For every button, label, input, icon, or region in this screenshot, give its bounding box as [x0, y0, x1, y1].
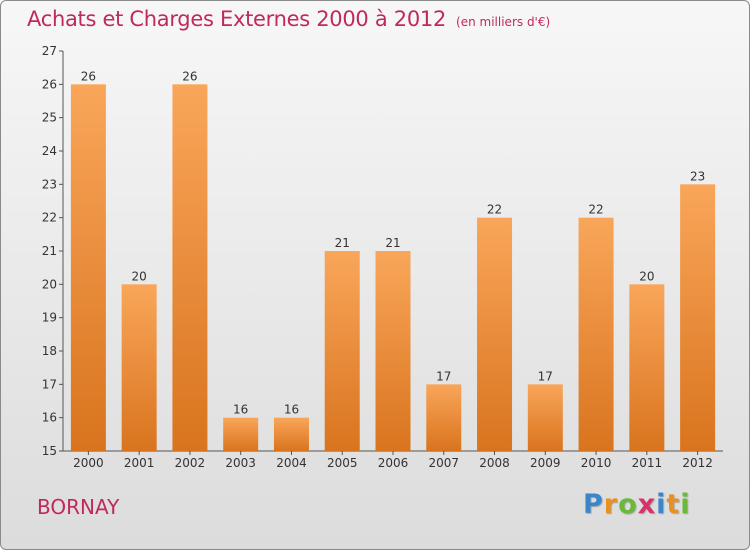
logo-letter: i	[656, 489, 667, 520]
data-label-2007: 17	[436, 369, 451, 383]
commune-name: BORNAY	[37, 495, 120, 519]
bar-2010	[578, 217, 614, 451]
y-tick-label: 15	[42, 444, 57, 458]
bar-2009	[527, 384, 563, 451]
logo-letter: x	[637, 489, 657, 520]
data-label-2004: 16	[284, 403, 299, 417]
logo-letter: o	[618, 489, 638, 520]
data-label-2000: 26	[81, 69, 96, 83]
data-label-2008: 22	[487, 203, 502, 217]
chart-title-text: Achats et Charges Externes 2000 à 2012	[27, 7, 447, 31]
bar-2007	[426, 384, 462, 451]
y-tick-label: 19	[42, 311, 57, 325]
x-tick-label: 2008	[479, 456, 510, 470]
y-tick-label: 18	[42, 344, 57, 358]
bar-2006	[375, 251, 411, 451]
data-label-2005: 21	[335, 236, 350, 250]
data-label-2006: 21	[385, 236, 400, 250]
x-tick-label: 2005	[327, 456, 358, 470]
bar-2005	[324, 251, 360, 451]
x-tick-label: 2001	[124, 456, 155, 470]
bar-2002	[172, 84, 208, 451]
x-tick-label: 2006	[378, 456, 409, 470]
y-tick-label: 17	[42, 377, 57, 391]
logo-letter: t	[666, 489, 681, 520]
bar-2001	[121, 284, 157, 451]
y-tick-label: 22	[42, 211, 57, 225]
x-tick-label: 2011	[632, 456, 663, 470]
x-tick-label: 2012	[682, 456, 713, 470]
proxiti-logo: Proxiti	[583, 489, 691, 520]
chart-title: Achats et Charges Externes 2000 à 2012 (e…	[27, 7, 550, 31]
y-tick-label: 25	[42, 111, 57, 125]
bar-2011	[629, 284, 665, 451]
y-tick-label: 20	[42, 277, 57, 291]
y-tick-label: 26	[42, 77, 57, 91]
y-tick-label: 21	[42, 244, 57, 258]
data-label-2001: 20	[132, 269, 147, 283]
y-tick-label: 16	[42, 411, 57, 425]
logo-letter: r	[603, 489, 619, 520]
data-label-2009: 17	[538, 369, 553, 383]
x-tick-label: 2002	[175, 456, 206, 470]
logo-letter: i	[680, 489, 691, 520]
data-label-2011: 20	[639, 269, 654, 283]
bar-2012	[680, 184, 716, 452]
y-tick-label: 27	[42, 44, 57, 58]
y-tick-label: 23	[42, 177, 57, 191]
x-tick-label: 2004	[276, 456, 307, 470]
x-tick-label: 2003	[225, 456, 256, 470]
bar-2000	[70, 84, 106, 451]
x-tick-label: 2010	[581, 456, 612, 470]
x-tick-label: 2007	[428, 456, 459, 470]
y-tick-label: 24	[42, 144, 57, 158]
data-label-2012: 23	[690, 169, 705, 183]
data-label-2003: 16	[233, 403, 248, 417]
bar-2004	[273, 417, 309, 451]
data-label-2002: 26	[182, 69, 197, 83]
x-tick-label: 2009	[530, 456, 561, 470]
x-tick-label: 2000	[73, 456, 104, 470]
data-label-2010: 22	[588, 203, 603, 217]
logo-letter: P	[583, 489, 604, 520]
bar-2008	[477, 217, 513, 451]
chart-unit: (en milliers d'€)	[456, 15, 551, 29]
bar-2003	[223, 417, 259, 451]
